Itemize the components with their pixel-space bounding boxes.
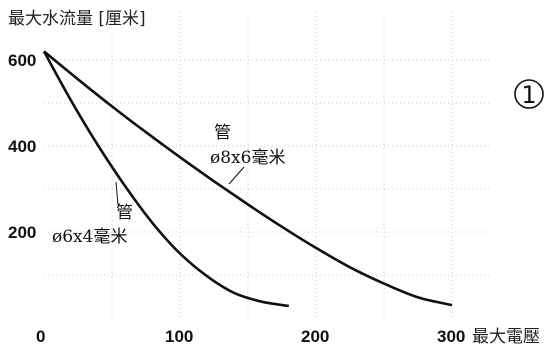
y-tick-label: 600: [8, 51, 36, 70]
series-layer: [42, 50, 453, 308]
leader-line-6x4: [115, 181, 119, 206]
series-line-6x4: [42, 50, 290, 308]
x-tick-label: 300: [437, 327, 465, 346]
y-axis-label: 最大水流量 [厘米]: [8, 9, 146, 29]
series-label-8x6-line1: 管: [214, 123, 231, 143]
y-tick-label: 200: [8, 223, 36, 242]
series-label-6x4-line2: ø6x4毫米: [52, 227, 127, 247]
leader-line-8x6: [228, 166, 245, 185]
series-label-8x6-line2: ø8x6毫米: [210, 148, 285, 168]
x-axis-label: 最大電壓: [472, 327, 540, 347]
x-tick-label: 100: [165, 327, 193, 346]
badge-circle: [514, 79, 544, 109]
grid: [44, 12, 492, 318]
badge-number: 1: [521, 81, 536, 109]
ticks-layer: 200 400 600 0 100 200 300 最大水流量 [厘米] 最大電壓: [8, 9, 540, 347]
series-line-8x6: [43, 50, 453, 307]
x-tick-label: 200: [301, 327, 329, 346]
x-tick-label: 0: [36, 327, 45, 346]
y-tick-label: 400: [8, 137, 36, 156]
series-label-6x4-line1: 管: [116, 203, 133, 223]
